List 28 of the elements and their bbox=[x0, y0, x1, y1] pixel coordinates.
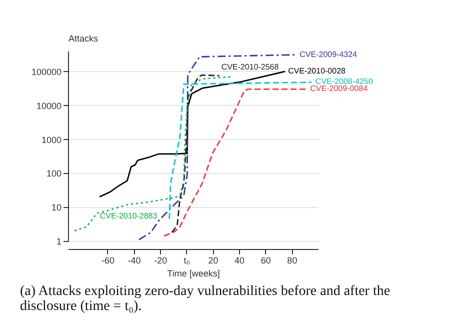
series-label: CVE-2008-4250 bbox=[315, 77, 374, 86]
y-tick-label: 1 bbox=[56, 236, 62, 246]
x-tick-label: -40 bbox=[128, 256, 141, 266]
line-series bbox=[171, 74, 220, 234]
y-axis-title: Attacks bbox=[68, 34, 99, 44]
x-axis-title: Time [weeks] bbox=[167, 268, 220, 278]
x-tick-label: -20 bbox=[154, 256, 168, 266]
y-tick-label: 1000 bbox=[41, 134, 62, 145]
line-series bbox=[163, 88, 307, 237]
y-tick-label: 10000 bbox=[36, 100, 62, 111]
x-tick-label: t₀ bbox=[184, 256, 190, 266]
y-tick-label: 10 bbox=[51, 202, 62, 213]
line-series bbox=[168, 82, 312, 220]
line-series bbox=[98, 70, 286, 198]
y-tick-label: 100000 bbox=[31, 66, 62, 77]
x-tick-label: 80 bbox=[287, 256, 298, 266]
text: (a) Attacks exploiting zero-day vulnerabilities before and after the disclosure (time = t₀). bbox=[20, 284, 392, 314]
series-label: CVE-2010-2883 bbox=[100, 211, 158, 220]
series-label: CVE-2009-0084 bbox=[310, 84, 368, 94]
series-label: CVE-2010-2568 bbox=[221, 62, 280, 72]
x-tick-label: 60 bbox=[260, 256, 271, 266]
line-series bbox=[74, 76, 234, 232]
series-label: CVE-2009-4324 bbox=[300, 50, 358, 59]
series-label: CVE-2010-0028 bbox=[288, 66, 346, 76]
x-tick-label: 20 bbox=[208, 256, 218, 266]
x-tick-label: -60 bbox=[101, 256, 114, 266]
x-tick-label: 40 bbox=[234, 256, 245, 266]
y-tick-label: 100 bbox=[46, 168, 62, 179]
